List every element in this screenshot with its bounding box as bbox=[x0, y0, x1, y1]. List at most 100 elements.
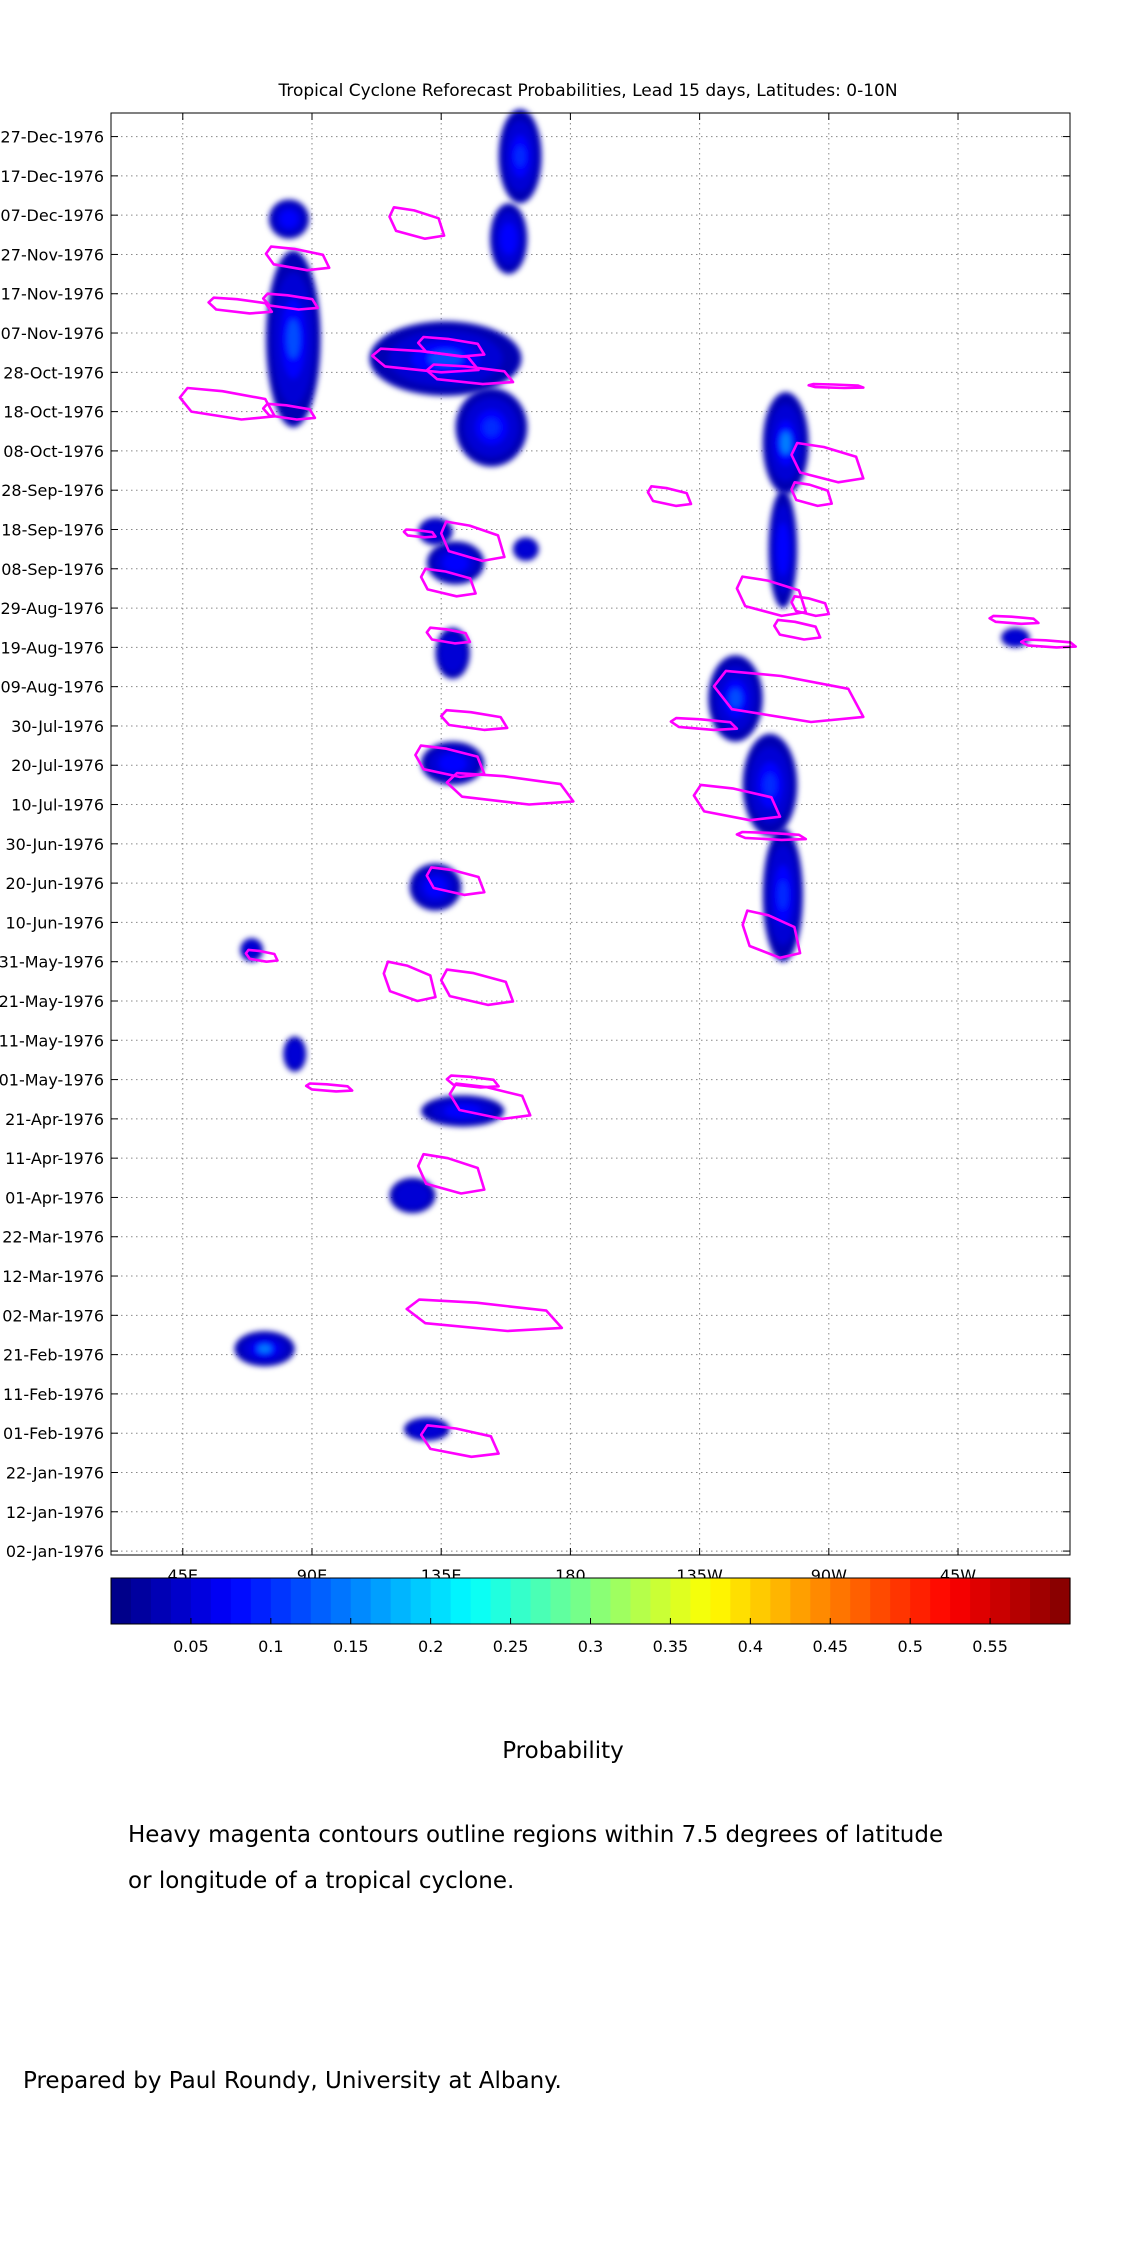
cyclone-contour bbox=[988, 614, 1040, 626]
y-tick-label: 12-Jan-1976 bbox=[6, 1503, 104, 1522]
colorbar-swatch bbox=[470, 1578, 492, 1624]
probability-region bbox=[283, 1036, 307, 1072]
y-tick-label: 07-Dec-1976 bbox=[0, 206, 104, 225]
y-tick-label: 21-Apr-1976 bbox=[5, 1110, 104, 1129]
colorbar-swatch bbox=[450, 1578, 472, 1624]
colorbar-swatch bbox=[670, 1578, 691, 1624]
y-tick-label: 12-Mar-1976 bbox=[2, 1267, 104, 1286]
y-tick-label: 18-Sep-1976 bbox=[1, 520, 104, 539]
y-tick-label: 21-May-1976 bbox=[0, 992, 104, 1011]
cyclone-contour bbox=[741, 909, 802, 960]
cyclone-contour bbox=[402, 528, 437, 539]
cyclone-contour bbox=[669, 716, 739, 732]
colorbar-swatch bbox=[150, 1578, 172, 1624]
cyclone-contour bbox=[304, 1082, 354, 1093]
contour-note-line-2: or longitude of a tropical cyclone. bbox=[128, 1868, 515, 1894]
y-tick-label: 19-Aug-1976 bbox=[0, 638, 104, 657]
colorbar-swatch bbox=[830, 1578, 851, 1624]
probability-region bbox=[403, 1417, 450, 1442]
chart: Tropical Cyclone Reforecast Probabilitie… bbox=[0, 81, 1077, 1656]
colorbar-tick-label: 0.5 bbox=[897, 1637, 922, 1656]
colorbar-tick-labels: 0.05 0.1 0.15 0.2 0.25 0.3 0.35 0.4 0.45 0.5 0.55 bbox=[173, 1618, 1008, 1656]
colorbar-tick-label: 0.3 bbox=[578, 1637, 603, 1656]
cyclone-contour bbox=[448, 1082, 532, 1121]
y-tick-label: 20-Jun-1976 bbox=[5, 874, 104, 893]
colorbar-swatch bbox=[330, 1578, 352, 1624]
colorbar-swatch bbox=[970, 1578, 991, 1624]
cyclone-contour bbox=[261, 292, 320, 311]
colorbar-swatch bbox=[590, 1578, 612, 1624]
probability-region bbox=[742, 733, 798, 836]
contour-note-line-1: Heavy magenta contours outline regions w… bbox=[128, 1822, 944, 1848]
cyclone-contour bbox=[790, 441, 865, 484]
y-tick-label: 31-May-1976 bbox=[0, 953, 104, 972]
colorbar-swatch bbox=[790, 1578, 811, 1624]
y-tick-label: 28-Oct-1976 bbox=[3, 363, 104, 382]
cyclone-contour bbox=[646, 484, 693, 508]
colorbar-swatch bbox=[950, 1578, 971, 1624]
colorbar-swatch bbox=[370, 1578, 392, 1624]
y-tick-label: 29-Aug-1976 bbox=[0, 599, 104, 618]
y-tick-label: 18-Oct-1976 bbox=[3, 403, 104, 422]
colorbar-swatch bbox=[130, 1578, 152, 1624]
y-tick-label: 02-Mar-1976 bbox=[2, 1306, 104, 1325]
colorbar-swatch bbox=[350, 1578, 372, 1624]
y-tick-label: 02-Jan-1976 bbox=[6, 1542, 104, 1561]
cyclone-contour bbox=[772, 618, 822, 641]
cyclone-contour bbox=[416, 335, 486, 358]
plot-border bbox=[110, 112, 1071, 1556]
probability-region bbox=[426, 541, 485, 585]
cyclone-contour bbox=[712, 669, 865, 724]
probability-region bbox=[512, 537, 539, 561]
y-tick-label: 08-Sep-1976 bbox=[1, 560, 104, 579]
y-tick-label: 11-May-1976 bbox=[0, 1031, 104, 1050]
cyclone-contour bbox=[419, 1424, 500, 1459]
cyclone-contour bbox=[735, 575, 808, 618]
colorbar-tick-label: 0.35 bbox=[653, 1637, 689, 1656]
cyclone-contour bbox=[445, 771, 575, 806]
y-tick-label: 22-Mar-1976 bbox=[2, 1228, 104, 1247]
cyclone-contour bbox=[264, 245, 331, 272]
cyclone-contour bbox=[439, 520, 506, 563]
colorbar-swatch bbox=[1010, 1578, 1031, 1624]
y-tick-label: 22-Jan-1976 bbox=[6, 1463, 104, 1482]
colorbar-swatch bbox=[710, 1578, 731, 1624]
colorbar-swatch bbox=[910, 1578, 931, 1624]
colorbar-swatch bbox=[1050, 1578, 1071, 1624]
colorbar-swatch bbox=[730, 1578, 751, 1624]
y-tick-label: 08-Oct-1976 bbox=[3, 442, 104, 461]
cyclone-contour bbox=[414, 744, 486, 779]
colorbar-swatch bbox=[550, 1578, 572, 1624]
cyclone-contour bbox=[382, 960, 437, 1003]
y-tick-label: 17-Dec-1976 bbox=[0, 167, 104, 186]
colorbar-swatch bbox=[630, 1578, 652, 1624]
cyclone-contour bbox=[425, 363, 515, 386]
cyclone-contours bbox=[178, 206, 1077, 1459]
y-tick-label: 10-Jul-1976 bbox=[11, 796, 104, 815]
cyclone-contour bbox=[735, 830, 808, 842]
probability-region bbox=[369, 321, 522, 396]
colorbar-tick-label: 0.05 bbox=[173, 1637, 209, 1656]
colorbar-swatch bbox=[810, 1578, 831, 1624]
probability-region bbox=[768, 490, 798, 609]
y-tick-label: 11-Apr-1976 bbox=[5, 1149, 104, 1168]
colorbar-tick-label: 0.4 bbox=[738, 1637, 763, 1656]
y-tick-label: 28-Sep-1976 bbox=[1, 481, 104, 500]
cyclone-contour bbox=[419, 567, 477, 598]
probability-region bbox=[266, 250, 321, 428]
y-tick-label: 01-Apr-1976 bbox=[5, 1188, 104, 1207]
colorbar-label: Probability bbox=[502, 1738, 624, 1764]
y-tick-label: 20-Jul-1976 bbox=[11, 756, 104, 775]
probability-region bbox=[490, 203, 528, 275]
y-tick-label: 30-Jul-1976 bbox=[11, 717, 104, 736]
colorbar-swatch bbox=[570, 1578, 592, 1624]
colorbar-swatch bbox=[990, 1578, 1011, 1624]
probability-region bbox=[389, 1177, 436, 1214]
probability-region bbox=[762, 828, 803, 962]
colorbar-tick-label: 0.2 bbox=[418, 1637, 443, 1656]
colorbar-swatch bbox=[430, 1578, 452, 1624]
colorbar-swatch bbox=[510, 1578, 532, 1624]
plot-frame bbox=[110, 112, 1071, 1556]
cyclone-contour bbox=[425, 866, 486, 897]
cyclone-contour bbox=[388, 206, 446, 240]
